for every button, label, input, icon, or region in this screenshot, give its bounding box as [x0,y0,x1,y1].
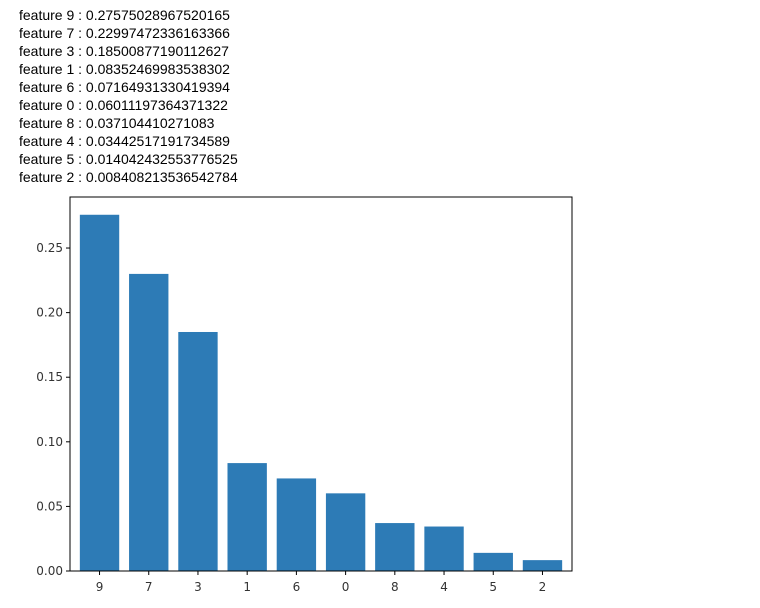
plot-frame [69,196,573,572]
bar-feature-2 [522,560,563,571]
output-line: feature 2 : 0.008408213536542784 [19,169,238,185]
y-tick-label: 0.20 [36,306,63,320]
output-line: feature 6 : 0.07164931330419394 [19,79,230,95]
output-line: feature 5 : 0.014042432553776525 [19,151,238,167]
output-line: feature 4 : 0.03442517191734589 [19,133,230,149]
x-tick-label: 1 [243,580,251,594]
x-tick-label: 3 [194,580,202,594]
y-axis: 0.00 0.05 0.10 0.15 0.20 0.25 [36,241,70,578]
output-line: feature 8 : 0.037104410271083 [19,115,215,131]
x-tick-label: 4 [440,580,448,594]
x-tick-label: 5 [489,580,497,594]
bar-feature-4 [424,526,464,571]
y-tick-label: 0.10 [36,435,63,449]
output-text-block: feature 9 : 0.27575028967520165 feature 7… [19,6,238,186]
bars-group [79,214,563,572]
bar-feature-8 [375,523,415,571]
x-tick-label: 0 [342,580,350,594]
bar-feature-9 [79,214,120,572]
output-line: feature 7 : 0.22997472336163366 [19,25,230,41]
bar-feature-5 [473,552,513,571]
bar-feature-7 [129,273,169,571]
x-tick-label: 6 [293,580,301,594]
output-line: feature 0 : 0.06011197364371322 [19,97,228,113]
output-line: feature 9 : 0.27575028967520165 [19,7,230,23]
x-tick-label: 2 [539,580,547,594]
x-tick-label: 9 [96,580,104,594]
bar-feature-1 [227,463,267,571]
y-tick-label: 0.25 [36,241,63,255]
y-tick-label: 0.05 [36,499,63,513]
y-tick-label: 0.15 [36,370,63,384]
x-tick-label: 7 [145,580,153,594]
bar-feature-0 [325,493,366,571]
output-line: feature 3 : 0.18500877190112627 [19,43,229,59]
bar-feature-3 [178,331,218,571]
bar-feature-6 [276,478,317,571]
x-axis: 9 7 3 1 6 0 8 4 5 2 [96,571,547,594]
y-tick-label: 0.00 [36,564,63,578]
output-line: feature 1 : 0.08352469983538302 [19,61,230,77]
x-tick-label: 8 [391,580,399,594]
